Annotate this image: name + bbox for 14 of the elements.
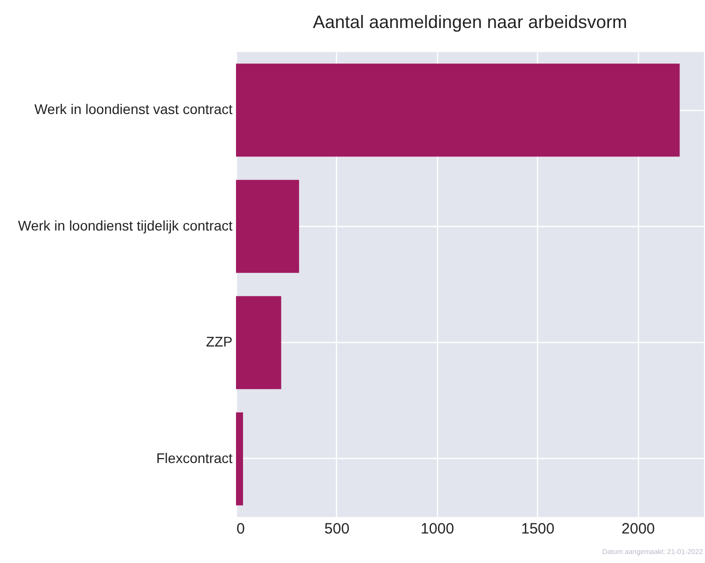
bar [236, 296, 282, 390]
bar [236, 412, 244, 506]
y-tick-label: Flexcontract [156, 450, 233, 466]
y-tick-label: Werk in loondienst tijdelijk contract [18, 217, 233, 234]
x-tick-label: 500 [324, 520, 350, 538]
bar [236, 180, 300, 273]
x-tick-label: 1500 [521, 520, 554, 538]
x-tick-label: 0 [236, 520, 245, 538]
y-tick-label: Werk in loondienst vast contract [34, 101, 233, 118]
y-tick-label: ZZP [206, 334, 232, 350]
x-tick-label: 1000 [420, 520, 454, 538]
x-tick-label: 2000 [622, 520, 655, 538]
chart-title: Aantal aanmeldingen naar arbeidsvorm [312, 12, 628, 32]
bar [236, 64, 680, 157]
